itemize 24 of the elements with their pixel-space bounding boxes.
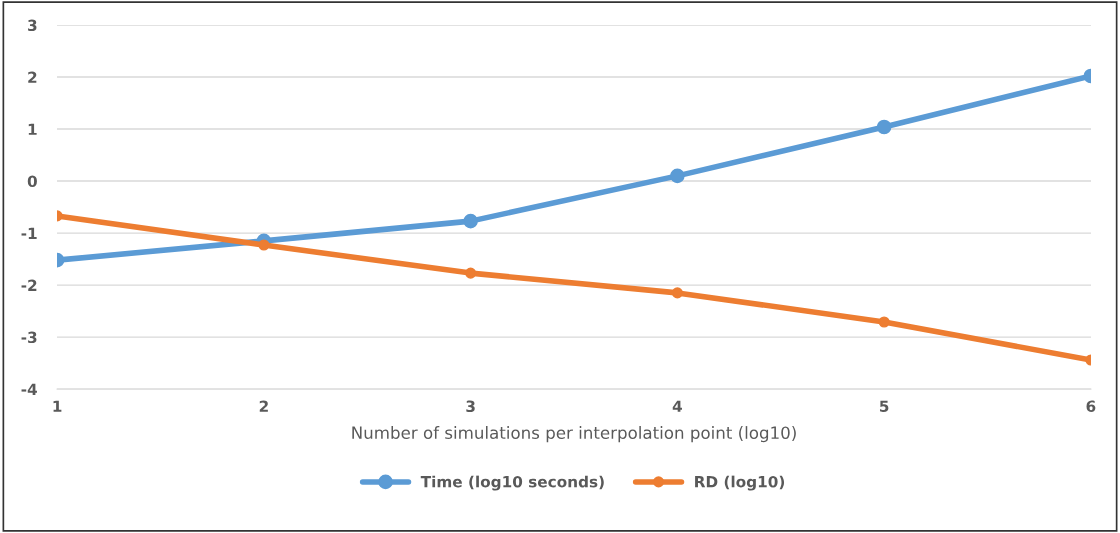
point <box>671 287 683 299</box>
point <box>878 316 890 328</box>
x-tick-label: 6 <box>1086 400 1096 413</box>
x-tick-label: 4 <box>672 400 682 412</box>
point <box>876 119 892 135</box>
point <box>258 239 270 251</box>
x-tick-label: 5 <box>879 400 889 413</box>
y-tick-label: -3 <box>21 331 37 344</box>
x-tick-label: 1 <box>53 400 62 412</box>
y-tick-label: 2 <box>28 71 37 83</box>
point <box>670 168 685 184</box>
y-tick-label: 0 <box>27 175 37 188</box>
y-tick-label: -1 <box>21 227 37 239</box>
x-tick-label: 2 <box>259 400 268 412</box>
legend-label: Time (log10 seconds) <box>420 475 604 491</box>
y-tick-label: 3 <box>28 19 37 32</box>
x-tick-label: 3 <box>466 400 475 413</box>
x-axis-title: Number of simulations per interpolation point (log10) <box>352 426 796 443</box>
y-tick-label: -4 <box>21 383 37 395</box>
point <box>465 267 477 279</box>
legend-label: RD (log10) <box>695 475 785 491</box>
point <box>463 213 478 229</box>
y-tick-label: 1 <box>28 123 37 135</box>
y-tick-label: -2 <box>21 279 37 291</box>
